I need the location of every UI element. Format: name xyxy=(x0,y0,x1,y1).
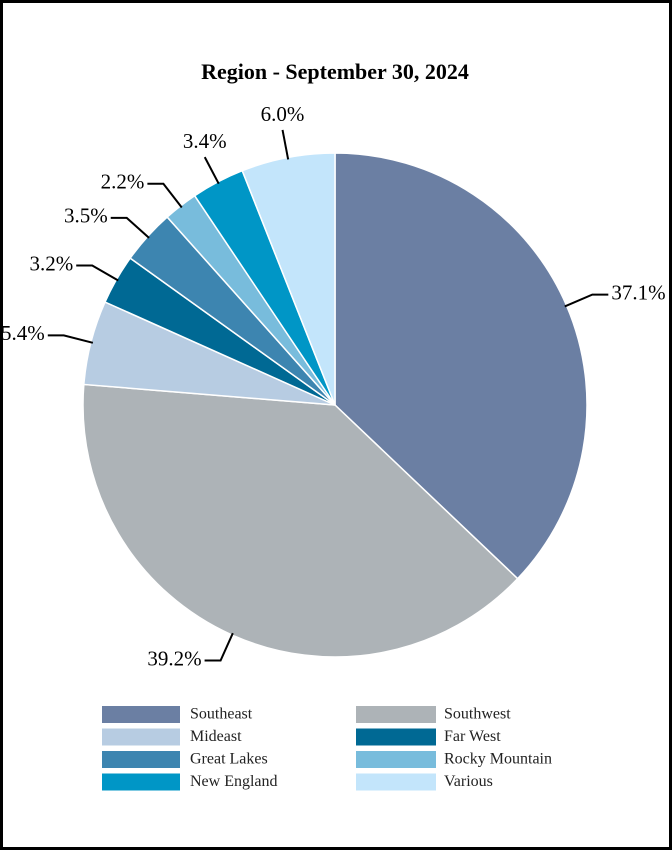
leader-line xyxy=(203,156,220,185)
legend-swatch xyxy=(102,773,180,791)
data-label: 3.4% xyxy=(183,129,227,153)
legend-label: Southeast xyxy=(190,706,253,723)
legend-label: Mideast xyxy=(190,728,242,745)
legend-label: Far West xyxy=(444,728,501,745)
data-label: 3.5% xyxy=(64,204,108,228)
legend-swatch xyxy=(356,751,436,768)
legend-label: Southwest xyxy=(444,706,511,723)
legend-swatch xyxy=(356,728,436,746)
leader-line xyxy=(147,182,183,209)
legend-swatch xyxy=(356,706,436,723)
legend-swatch xyxy=(356,773,436,791)
legend-label: Great Lakes xyxy=(190,751,268,768)
data-label: 6.0% xyxy=(261,102,305,126)
data-label: 37.1% xyxy=(611,280,665,304)
leader-line xyxy=(564,293,609,308)
legend-swatch xyxy=(102,751,180,768)
data-label: 39.2% xyxy=(147,646,201,670)
legend-label: Rocky Mountain xyxy=(444,751,552,768)
data-label: 3.2% xyxy=(29,251,73,275)
chart-title: Region - September 30, 2024 xyxy=(201,59,469,84)
leader-line xyxy=(281,129,290,160)
data-label: 2.2% xyxy=(101,170,145,194)
data-label: 5.4% xyxy=(1,321,45,345)
leader-line xyxy=(204,632,234,662)
leader-line xyxy=(47,334,94,344)
legend-label: Various xyxy=(444,773,493,790)
legend-label: New England xyxy=(190,773,278,790)
legend-swatch xyxy=(102,728,180,746)
leader-line xyxy=(110,216,150,239)
legend-swatch xyxy=(102,706,180,723)
leader-line xyxy=(76,264,119,282)
